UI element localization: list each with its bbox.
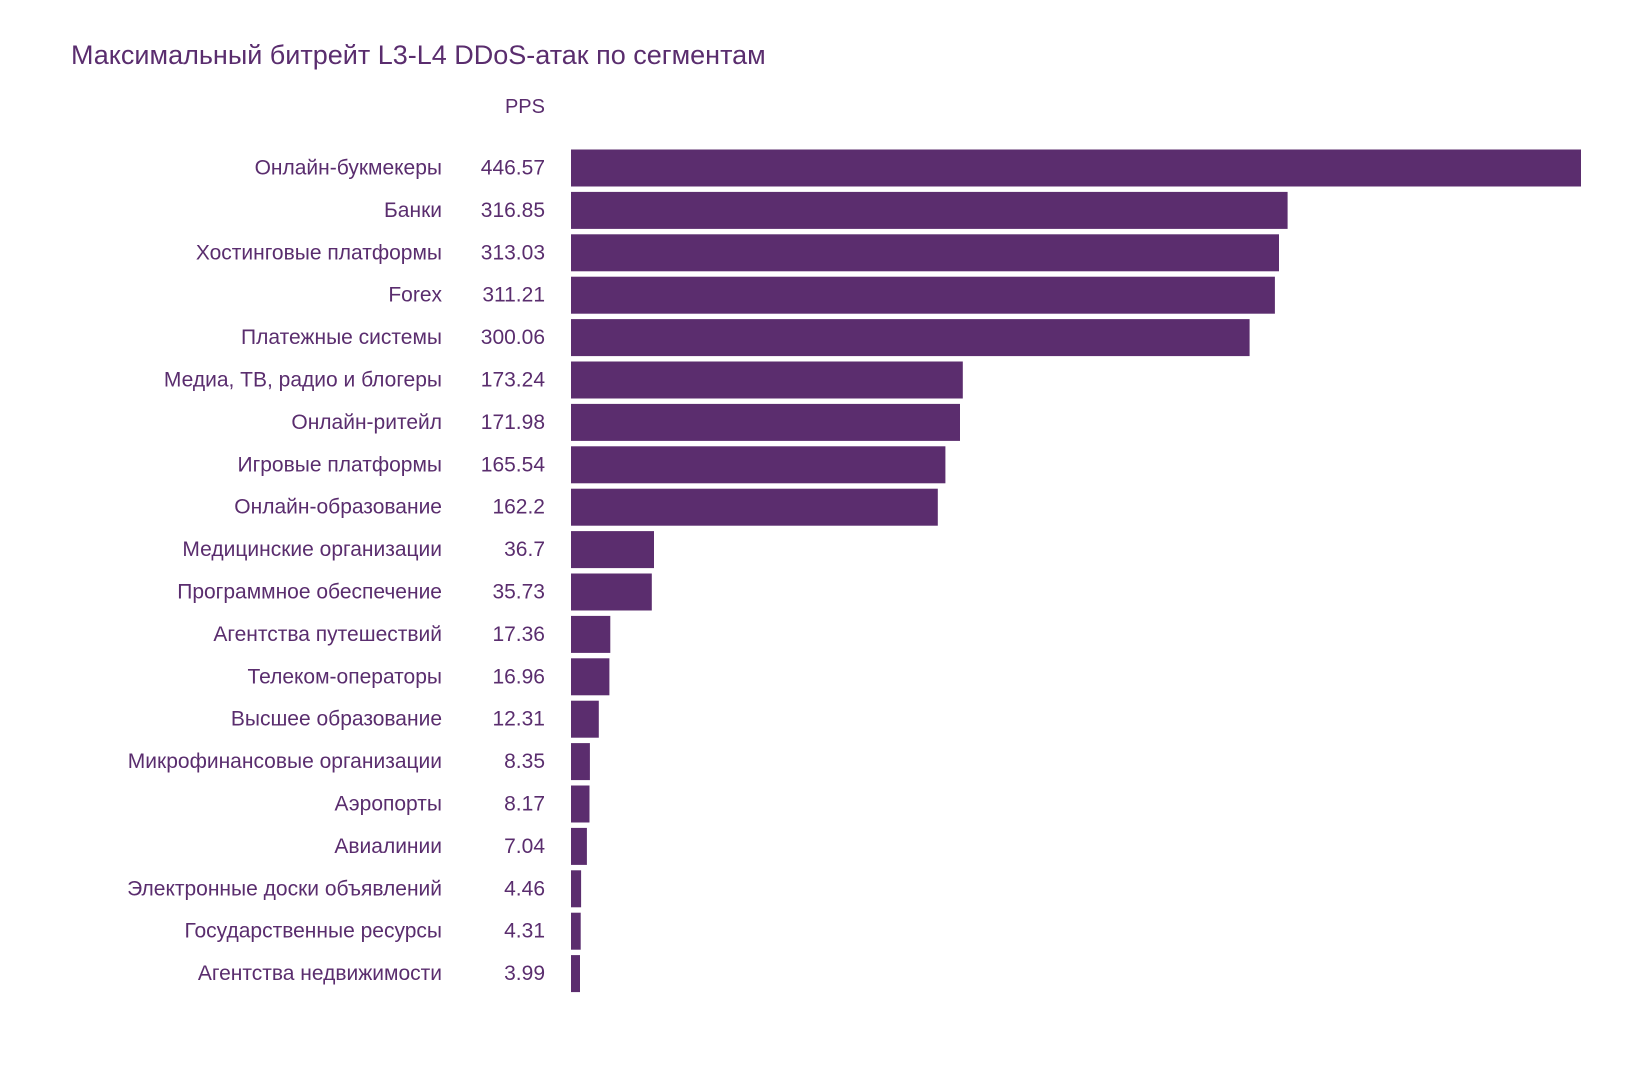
value-label: 17.36: [492, 623, 545, 646]
category-label: Онлайн-образование: [234, 496, 442, 519]
bar: [571, 234, 1279, 272]
category-label: Программное обеспечение: [177, 581, 442, 604]
bar: [571, 531, 654, 569]
category-label: Forex: [388, 284, 442, 307]
value-label: 4.31: [504, 920, 545, 943]
bar: [571, 361, 963, 399]
value-label: 300.06: [481, 326, 545, 349]
unit-label: PPS: [504, 96, 545, 118]
category-label: Медиа, ТВ, радио и блогеры: [164, 369, 442, 392]
bar: [571, 319, 1250, 357]
category-label: Авиалинии: [334, 835, 442, 858]
bar: [571, 488, 938, 526]
category-label: Аэропорты: [334, 793, 442, 816]
bar: [571, 785, 590, 823]
category-label: Игровые платформы: [237, 453, 442, 476]
category-label: Микрофинансовые организации: [128, 750, 442, 773]
category-label: Агентства недвижимости: [198, 962, 442, 985]
category-label: Медицинские организации: [182, 538, 442, 561]
value-label: 8.17: [504, 793, 545, 816]
value-label: 16.96: [492, 665, 545, 688]
value-label: 311.21: [482, 284, 545, 307]
value-label: 8.35: [504, 750, 545, 773]
bar: [571, 870, 582, 908]
category-label: Электронные доски объявлений: [127, 877, 442, 900]
bar: [571, 149, 1581, 187]
bar: [571, 743, 590, 781]
value-label: 162.2: [492, 496, 545, 519]
value-label: 36.7: [504, 538, 545, 561]
value-label: 173.24: [481, 369, 546, 392]
bar: [571, 191, 1288, 229]
bar: [571, 573, 652, 611]
bar: [571, 276, 1275, 314]
category-label: Платежные системы: [241, 326, 442, 349]
bar: [571, 912, 581, 950]
category-label: Онлайн-букмекеры: [255, 157, 442, 180]
value-label: 7.04: [504, 835, 545, 858]
bar: [571, 700, 599, 738]
category-label: Высшее образование: [231, 708, 442, 731]
bar: [571, 955, 580, 993]
bar: [571, 827, 587, 865]
value-label: 3.99: [504, 962, 545, 985]
category-label: Банки: [384, 199, 442, 222]
value-label: 446.57: [481, 157, 545, 180]
category-label: Агентства путешествий: [213, 623, 442, 646]
category-label: Онлайн-ритейл: [291, 411, 442, 434]
chart-title: Максимальный битрейт L3-L4 DDoS-атак по …: [71, 40, 766, 70]
value-label: 165.54: [481, 453, 546, 476]
bar: [571, 615, 611, 653]
value-label: 313.03: [481, 241, 545, 264]
value-label: 4.46: [504, 877, 545, 900]
bar: [571, 446, 946, 484]
value-label: 12.31: [492, 708, 545, 731]
bar: [571, 403, 960, 441]
category-label: Телеком-операторы: [247, 665, 442, 688]
category-label: Государственные ресурсы: [185, 920, 442, 943]
value-label: 316.85: [481, 199, 545, 222]
category-label: Хостинговые платформы: [196, 241, 442, 264]
bar: [571, 658, 610, 696]
value-label: 171.98: [481, 411, 545, 434]
value-label: 35.73: [492, 581, 545, 604]
